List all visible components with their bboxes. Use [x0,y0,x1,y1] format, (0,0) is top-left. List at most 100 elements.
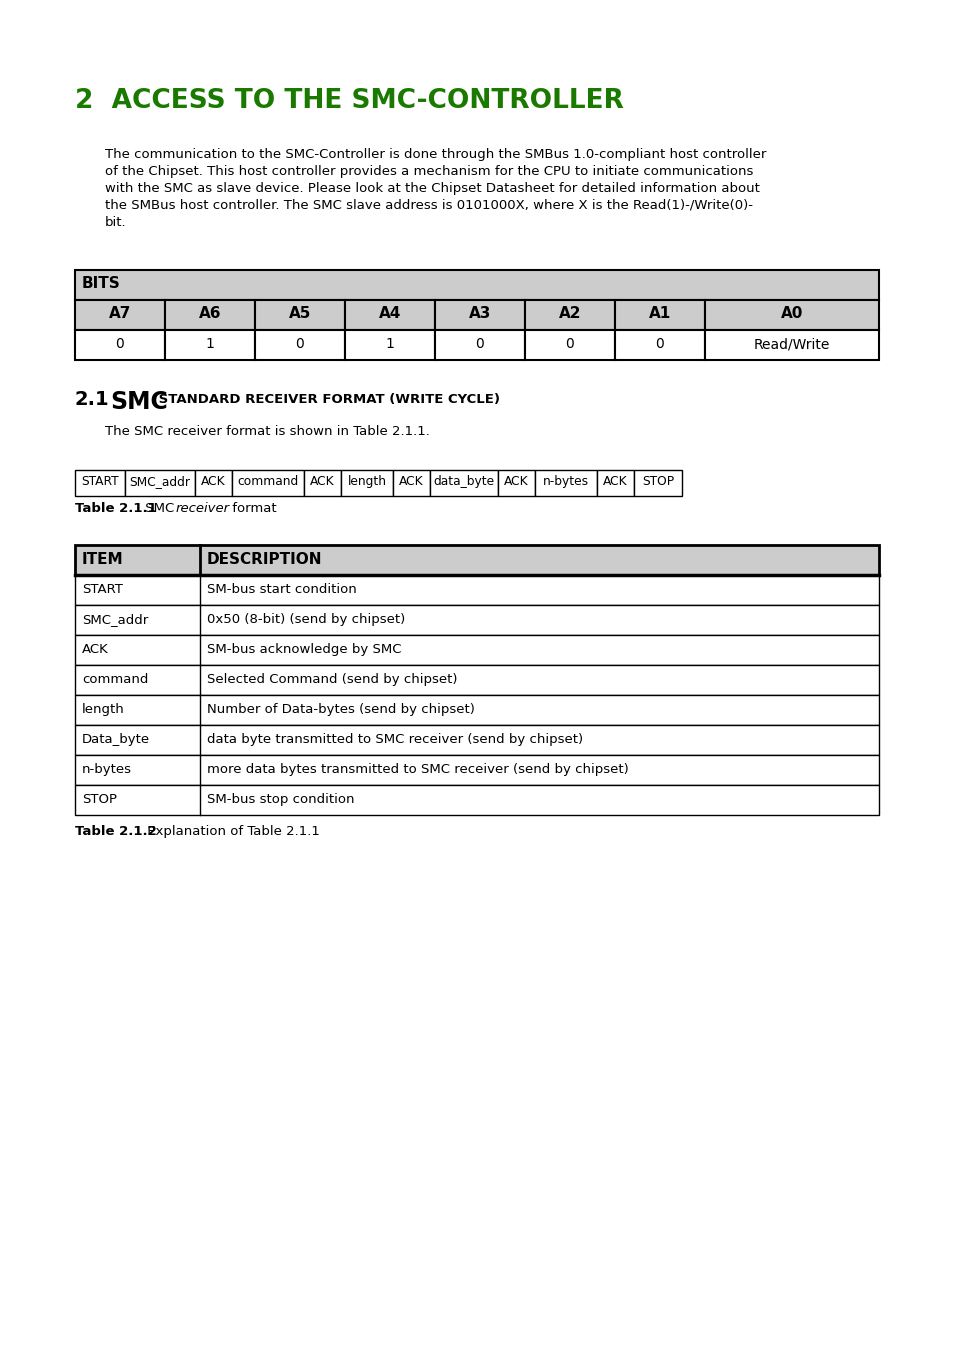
Text: Explanation of Table 2.1.1: Explanation of Table 2.1.1 [143,825,319,838]
Bar [393,470,430,496]
Bar [435,300,524,330]
Bar [75,470,125,496]
Text: A3: A3 [468,305,491,322]
Text: The communication to the SMC-Controller is done through the SMBus 1.0-compliant : The communication to the SMC-Controller … [105,149,765,161]
Text: A7: A7 [109,305,132,322]
Bar [75,694,878,725]
Text: data byte transmitted to SMC receiver (send by chipset): data byte transmitted to SMC receiver (s… [207,734,582,746]
Text: ACK: ACK [503,476,528,488]
Bar [165,330,254,359]
Bar [615,300,704,330]
Text: 0: 0 [295,336,304,351]
Text: command: command [82,673,149,686]
Text: of the Chipset. This host controller provides a mechanism for the CPU to initiat: of the Chipset. This host controller pro… [105,165,753,178]
Text: n-bytes: n-bytes [82,763,132,775]
Bar [125,470,194,496]
Bar [75,635,878,665]
Text: SMC: SMC [141,503,178,515]
Bar [340,470,393,496]
Text: 2  ACCESS TO THE SMC-CONTROLLER: 2 ACCESS TO THE SMC-CONTROLLER [75,88,623,113]
Bar [615,330,704,359]
Text: STOP: STOP [641,476,674,488]
Text: length: length [82,703,125,716]
Bar [75,605,878,635]
Text: length: length [347,476,386,488]
Text: 1: 1 [205,336,214,351]
Text: more data bytes transmitted to SMC receiver (send by chipset): more data bytes transmitted to SMC recei… [207,763,628,775]
Bar [75,300,165,330]
Text: n-bytes: n-bytes [542,476,588,488]
Text: STOP: STOP [82,793,117,807]
Text: command: command [237,476,298,488]
Text: The SMC receiver format is shown in Table 2.1.1.: The SMC receiver format is shown in Tabl… [105,426,430,438]
Text: SM-bus start condition: SM-bus start condition [207,584,356,596]
Text: SM-bus acknowledge by SMC: SM-bus acknowledge by SMC [207,643,401,657]
Text: A6: A6 [198,305,221,322]
Text: START: START [82,584,123,596]
Text: 2.1: 2.1 [75,390,110,409]
Text: 1: 1 [385,336,394,351]
Text: SM-bus stop condition: SM-bus stop condition [207,793,355,807]
Text: bit.: bit. [105,216,127,230]
Bar [75,725,878,755]
Text: ACK: ACK [602,476,627,488]
Text: receiver: receiver [175,503,230,515]
Text: SMC_addr: SMC_addr [130,476,191,488]
Text: 0: 0 [655,336,663,351]
Bar [194,470,232,496]
Bar [75,270,878,300]
Bar [597,470,634,496]
Text: ITEM: ITEM [82,553,124,567]
Text: 0x50 (8-bit) (send by chipset): 0x50 (8-bit) (send by chipset) [207,613,405,626]
Text: 0: 0 [115,336,124,351]
Text: ACK: ACK [398,476,423,488]
Text: Selected Command (send by chipset): Selected Command (send by chipset) [207,673,457,686]
Text: Table 2.1.1: Table 2.1.1 [75,503,156,515]
Text: BITS: BITS [82,276,121,290]
Bar [497,470,535,496]
Text: A5: A5 [289,305,311,322]
Text: A1: A1 [648,305,670,322]
Text: SMC_addr: SMC_addr [82,613,148,626]
Text: ACK: ACK [310,476,335,488]
Bar [634,470,681,496]
Text: 0: 0 [565,336,574,351]
Bar [704,330,878,359]
Bar [75,544,878,576]
Text: START: START [81,476,119,488]
Text: ACK: ACK [201,476,226,488]
Text: A0: A0 [780,305,802,322]
Text: with the SMC as slave device. Please look at the Chipset Datasheet for detailed : with the SMC as slave device. Please loo… [105,182,760,195]
Bar [165,300,254,330]
Text: data_byte: data_byte [433,476,494,488]
Text: the SMBus host controller. The SMC slave address is 0101000X, where X is the Rea: the SMBus host controller. The SMC slave… [105,199,752,212]
Text: 0: 0 [476,336,484,351]
Text: A4: A4 [378,305,401,322]
Text: A2: A2 [558,305,580,322]
Bar [435,330,524,359]
Text: DESCRIPTION: DESCRIPTION [207,553,322,567]
Bar [254,330,345,359]
Bar [304,470,340,496]
Text: Data_byte: Data_byte [82,734,150,746]
Text: STANDARD RECEIVER FORMAT (WRITE CYCLE): STANDARD RECEIVER FORMAT (WRITE CYCLE) [153,393,499,407]
Bar [254,300,345,330]
Bar [345,330,435,359]
Bar [75,330,165,359]
Text: format: format [228,503,276,515]
Bar [524,300,615,330]
Text: SMC: SMC [110,390,168,413]
Bar [75,665,878,694]
Text: Read/Write: Read/Write [753,336,829,351]
Text: Table 2.1.2: Table 2.1.2 [75,825,156,838]
Bar [345,300,435,330]
Bar [524,330,615,359]
Bar [75,785,878,815]
Bar [75,755,878,785]
Bar [232,470,304,496]
Bar [535,470,597,496]
Bar [704,300,878,330]
Text: ACK: ACK [82,643,109,657]
Bar [430,470,497,496]
Bar [75,576,878,605]
